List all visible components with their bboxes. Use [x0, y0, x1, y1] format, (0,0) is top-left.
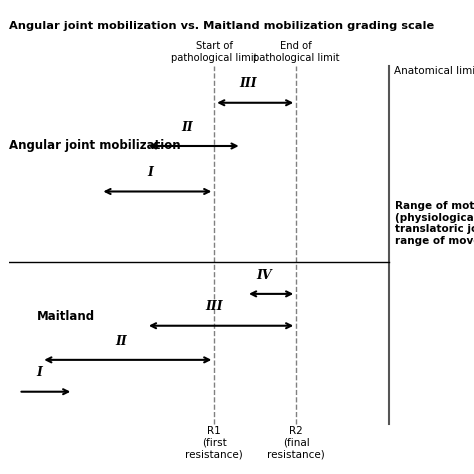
Text: IV: IV: [256, 269, 272, 282]
Text: End of
pathological limit: End of pathological limit: [253, 41, 339, 63]
Text: Range of mot
(physiological –
translatoric jo
range of moven: Range of mot (physiological – translator…: [395, 201, 474, 246]
Text: Start of
pathological limit: Start of pathological limit: [171, 41, 257, 63]
Text: II: II: [115, 335, 127, 347]
Text: Maitland: Maitland: [37, 310, 95, 323]
Text: III: III: [205, 301, 223, 313]
Text: III: III: [239, 77, 257, 91]
Text: R2
(final
resistance): R2 (final resistance): [267, 426, 325, 459]
Text: I: I: [147, 166, 154, 179]
Text: II: II: [181, 121, 193, 134]
Text: R1
(first
resistance): R1 (first resistance): [185, 426, 243, 459]
Text: Anatomical limit: Anatomical limit: [394, 66, 474, 76]
Text: Angular joint mobilization vs. Maitland mobilization grading scale: Angular joint mobilization vs. Maitland …: [9, 21, 435, 31]
Text: I: I: [36, 366, 42, 379]
Text: Angular joint mobilization: Angular joint mobilization: [9, 139, 181, 153]
